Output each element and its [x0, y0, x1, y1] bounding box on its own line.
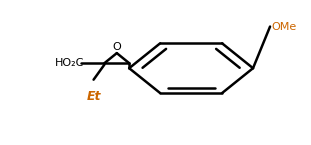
Text: Et: Et	[86, 90, 101, 103]
Text: O: O	[112, 42, 121, 52]
Text: HO₂C: HO₂C	[55, 58, 84, 68]
Text: OMe: OMe	[272, 22, 297, 32]
